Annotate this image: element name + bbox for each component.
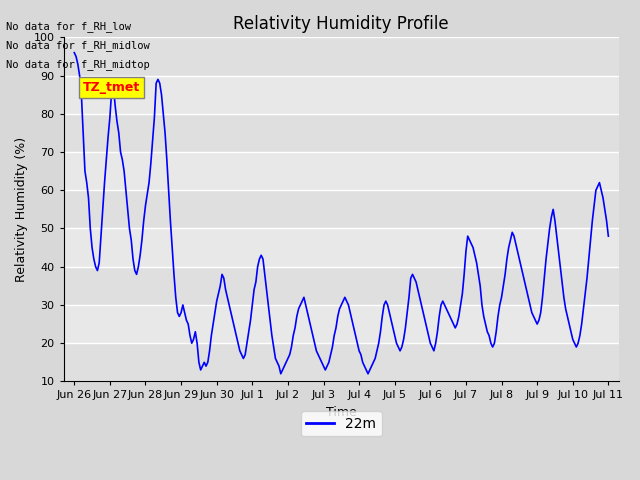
Bar	[63, 343, 619, 382]
Text: No data for f_RH_low: No data for f_RH_low	[6, 21, 131, 32]
Text: No data for f_RH_midtop: No data for f_RH_midtop	[6, 59, 150, 70]
Y-axis label: Relativity Humidity (%): Relativity Humidity (%)	[15, 137, 28, 282]
X-axis label: Time: Time	[326, 406, 356, 419]
Bar	[63, 267, 619, 305]
Title: Relativity Humidity Profile: Relativity Humidity Profile	[234, 15, 449, 33]
Bar	[63, 37, 619, 75]
Bar	[63, 114, 619, 152]
Text: No data for f_RH_midlow: No data for f_RH_midlow	[6, 40, 150, 51]
Legend: 22m: 22m	[301, 411, 382, 436]
Text: TZ_tmet: TZ_tmet	[83, 81, 140, 94]
Bar	[63, 190, 619, 228]
